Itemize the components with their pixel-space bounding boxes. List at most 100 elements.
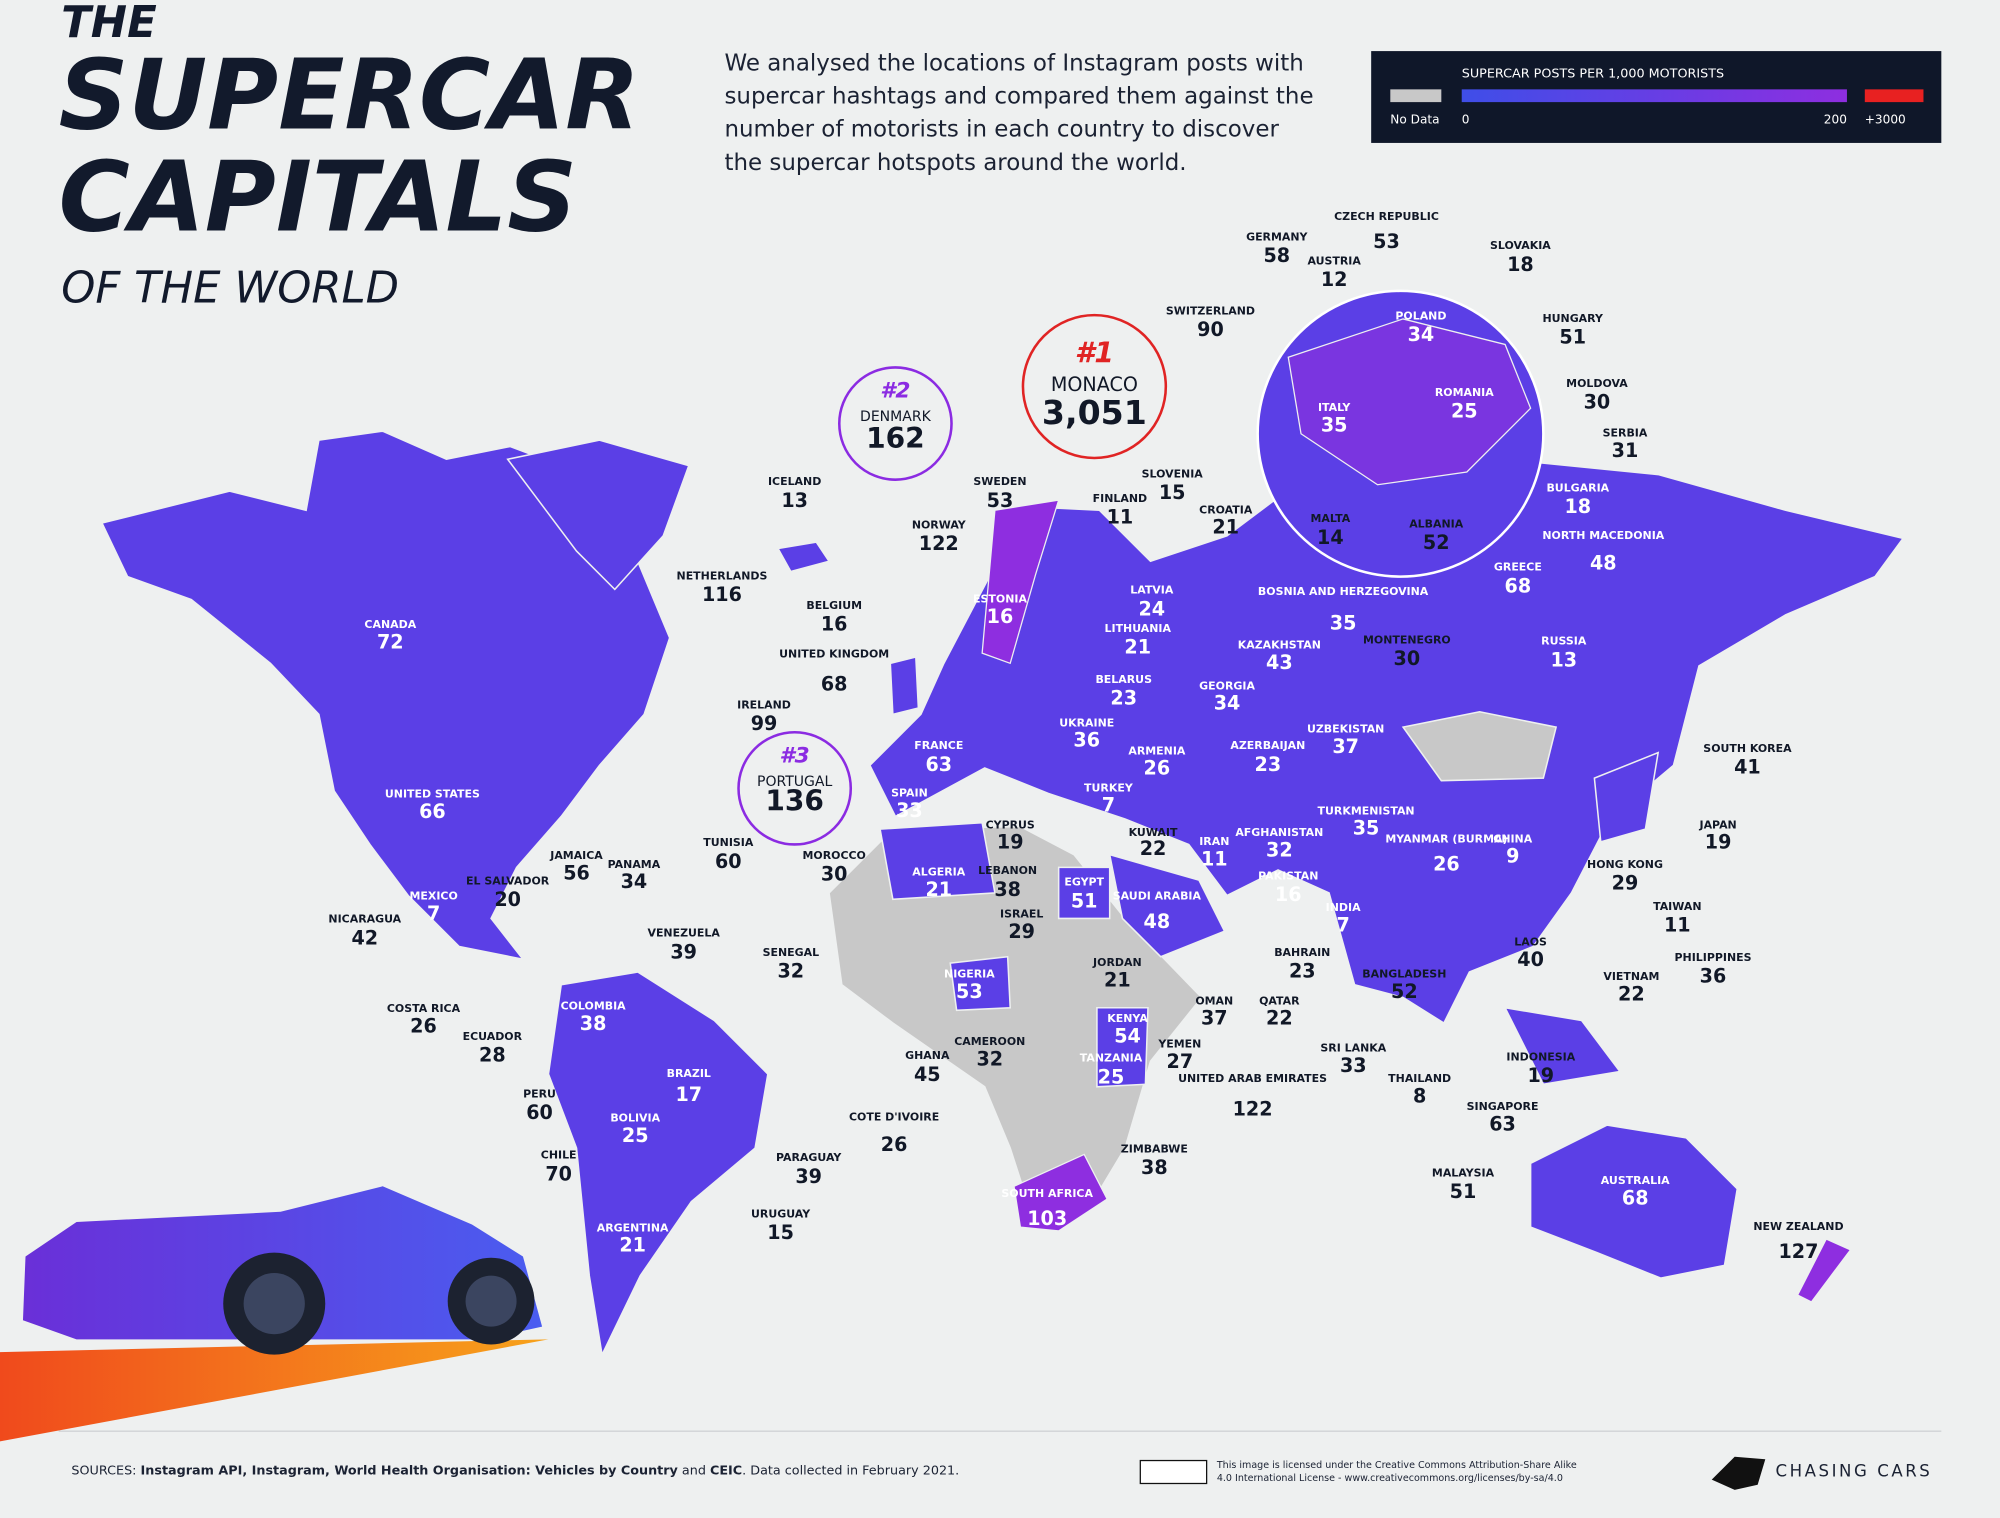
country-name: UNITED KINGDOM [779, 647, 889, 660]
country-name: CROATIA [1199, 503, 1253, 516]
country-value: 38 [994, 878, 1021, 901]
country-name: UKRAINE [1059, 716, 1114, 729]
country-name: ALGERIA [912, 866, 965, 879]
country-value: 26 [881, 1133, 908, 1156]
sources-label: SOURCES: [71, 1463, 136, 1478]
country-name: INDIA [1326, 901, 1361, 914]
country-name: JAMAICA [549, 849, 603, 862]
country-name: CYPRUS [986, 818, 1035, 831]
description: number of motorists in each country to d… [724, 117, 1279, 143]
country-name: NORWAY [912, 519, 967, 532]
country-name: YEMEN [1157, 1038, 1201, 1051]
country-name: BAHRAIN [1274, 946, 1330, 959]
country-value: 34 [1214, 692, 1241, 715]
country-value: 28 [479, 1044, 506, 1067]
country-value: 122 [1233, 1097, 1273, 1120]
country-value: 35 [1321, 414, 1348, 437]
country-name: ROMANIA [1435, 386, 1494, 399]
country-name: RUSSIA [1541, 635, 1587, 648]
brand-logo [1711, 1456, 1766, 1490]
country-name: AZERBAIJAN [1230, 739, 1305, 752]
country-value: 103 [1027, 1207, 1067, 1230]
country-name: BRAZIL [667, 1067, 711, 1080]
country-name: CHINA [1493, 832, 1532, 845]
country-name: MOLDOVA [1566, 377, 1628, 390]
country-value: 53 [987, 489, 1014, 512]
country-value: 19 [997, 831, 1024, 854]
country-name: AUSTRIA [1307, 255, 1361, 268]
country-name: INDONESIA [1506, 1050, 1575, 1063]
country-name: OMAN [1195, 994, 1233, 1007]
country-name: THAILAND [1388, 1072, 1451, 1085]
country-value: 32 [976, 1048, 1003, 1071]
country-value: 15 [1159, 481, 1186, 504]
country-name: NIGERIA [944, 968, 995, 981]
country-value: 36 [1700, 965, 1727, 988]
country-name: ISRAEL [1000, 908, 1043, 921]
country-value: 37 [1201, 1007, 1228, 1030]
legend-label: No Data [1390, 112, 1439, 126]
country-name: CANADA [364, 618, 416, 631]
country-value: 30 [821, 863, 848, 886]
country-value: 63 [925, 753, 952, 776]
legend-gradient [1461, 89, 1847, 103]
country-name: CHILE [541, 1149, 577, 1162]
country-value: 39 [670, 940, 697, 963]
country-name: LEBANON [978, 864, 1037, 877]
description: supercar hashtags and compared them agai… [724, 84, 1313, 110]
country-name: COTE D'IVOIRE [849, 1110, 939, 1123]
country-value: 68 [1622, 1187, 1649, 1210]
country-name: SWITZERLAND [1166, 304, 1255, 317]
description: the supercar hotspots around the world. [724, 150, 1186, 176]
country-value: 38 [1141, 1156, 1168, 1179]
country-value: 18 [1564, 495, 1591, 518]
country-value: 53 [1373, 230, 1400, 253]
license: This image is licensed under the Creativ… [1216, 1460, 1577, 1471]
country-name: DENMARK [860, 409, 932, 425]
country-name: ZIMBABWE [1121, 1142, 1188, 1155]
country-value: 7 [1336, 914, 1349, 937]
country-name: GERMANY [1246, 230, 1308, 243]
country-value: 19 [1705, 831, 1732, 854]
country-name: POLAND [1395, 309, 1446, 322]
country-name: UNITED STATES [385, 788, 480, 801]
country-value: 13 [781, 489, 808, 512]
country-name: GEORGIA [1199, 679, 1255, 692]
country-value: 16 [1275, 883, 1302, 906]
country-name: FINLAND [1093, 492, 1147, 505]
title-line: SUPERCAR [59, 38, 640, 151]
country-name: LATVIA [1130, 584, 1174, 597]
country-name: NEW ZEALAND [1753, 1220, 1843, 1233]
sources-text: . Data collected in February 2021. [742, 1463, 959, 1478]
country-name: ALBANIA [1409, 517, 1464, 530]
country-value: 52 [1423, 531, 1450, 554]
legend-title: SUPERCAR POSTS PER 1,000 MOTORISTS [1462, 67, 1724, 82]
country-name: JORDAN [1092, 956, 1142, 969]
country-name: FRANCE [914, 739, 963, 752]
country-value: 25 [1098, 1065, 1125, 1088]
country-name: LAOS [1514, 936, 1547, 949]
country-value: 12 [1321, 268, 1348, 291]
country-name: ARMENIA [1128, 744, 1186, 757]
country-value: 21 [1212, 516, 1239, 539]
country-name: SLOVAKIA [1490, 239, 1551, 252]
country-value: 25 [622, 1124, 649, 1147]
country-value: 63 [1489, 1113, 1516, 1136]
country-name: MONTENEGRO [1363, 633, 1451, 646]
country-value: 58 [1263, 244, 1290, 267]
country-value: 70 [545, 1162, 572, 1185]
country-value: 54 [1114, 1025, 1141, 1048]
country-value: 29 [1612, 872, 1639, 895]
country-value: 66 [419, 800, 446, 823]
country-name: URUGUAY [751, 1207, 811, 1220]
country-value: 136 [765, 784, 824, 817]
country-name: SWEDEN [973, 475, 1026, 488]
country-name: HONG KONG [1587, 858, 1663, 871]
country-name: IRELAND [737, 698, 791, 711]
description: We analysed the locations of Instagram p… [724, 50, 1303, 76]
country-value: 34 [1408, 323, 1435, 346]
country-value: 72 [377, 630, 404, 653]
country-value: 16 [987, 605, 1014, 628]
country-name: ECUADOR [463, 1030, 523, 1043]
